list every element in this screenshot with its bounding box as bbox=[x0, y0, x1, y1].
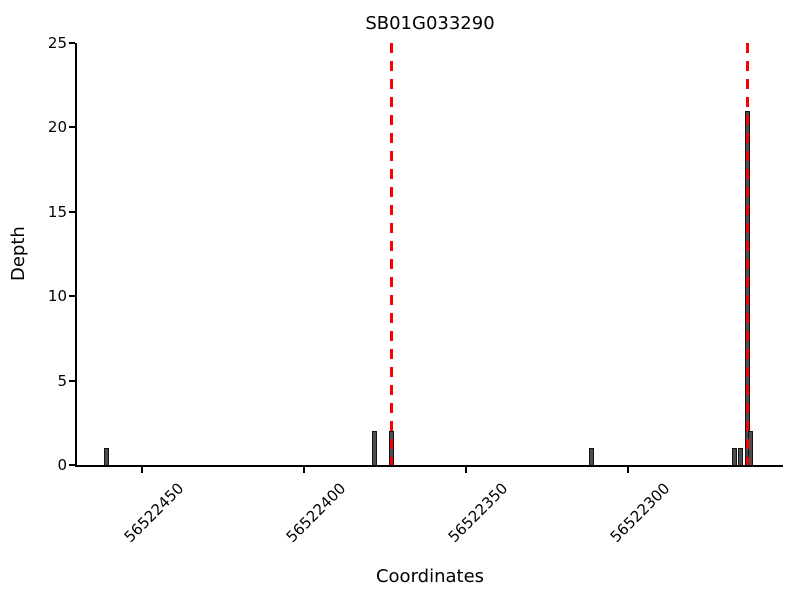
chart-title: SB01G033290 bbox=[365, 13, 495, 34]
y-tick-label: 10 bbox=[47, 287, 67, 306]
x-axis-spine bbox=[75, 465, 783, 467]
x-tick-mark bbox=[140, 467, 143, 473]
depth-bar bbox=[372, 431, 378, 465]
y-axis-title: Depth bbox=[8, 226, 29, 282]
y-tick-mark bbox=[69, 126, 75, 129]
y-tick-mark bbox=[69, 42, 75, 44]
y-tick-label: 20 bbox=[47, 118, 67, 137]
x-axis-title: Coordinates bbox=[375, 566, 485, 587]
x-tick-label: 56522350 bbox=[444, 479, 512, 547]
y-tick-label: 5 bbox=[57, 371, 67, 390]
x-tick-mark bbox=[302, 467, 305, 473]
plot-area: 0 5 10 15 20 25 56522450 56522400 56522350 56522… bbox=[48, 34, 783, 546]
x-tick-mark bbox=[464, 467, 467, 473]
y-tick-mark bbox=[69, 295, 75, 298]
depth-bar bbox=[731, 448, 737, 465]
x-tick-mark bbox=[626, 467, 629, 473]
depth-bar bbox=[589, 448, 595, 465]
red-dashed-marker-line bbox=[745, 43, 749, 465]
y-tick-mark bbox=[69, 464, 75, 466]
y-tick-label: 0 bbox=[57, 456, 67, 474]
y-tick-mark bbox=[69, 379, 75, 382]
depth-bar bbox=[738, 448, 744, 465]
depth-bar bbox=[103, 448, 109, 465]
x-tick-label: 56522400 bbox=[282, 479, 350, 547]
y-tick-label: 15 bbox=[47, 202, 67, 221]
x-tick-label: 56522450 bbox=[121, 479, 188, 547]
y-tick-label: 25 bbox=[47, 34, 67, 52]
x-tick-label: 56522300 bbox=[606, 479, 674, 547]
red-dashed-marker-line bbox=[389, 43, 393, 465]
y-axis-spine bbox=[75, 43, 77, 467]
y-tick-mark bbox=[69, 210, 75, 213]
